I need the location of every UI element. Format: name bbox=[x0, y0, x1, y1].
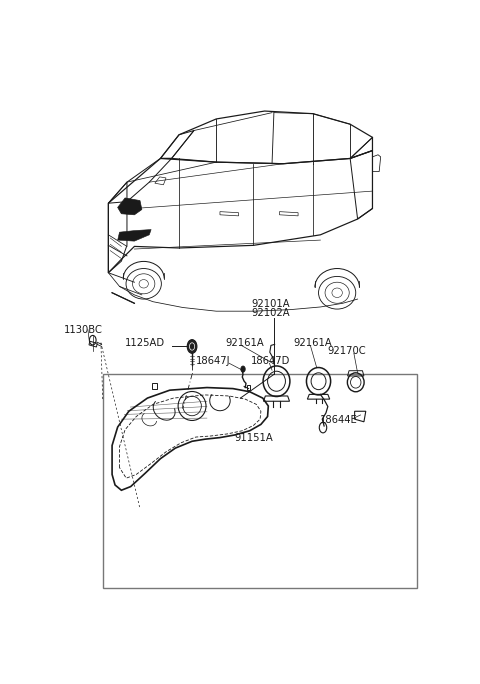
Text: 92161A: 92161A bbox=[294, 338, 332, 347]
Polygon shape bbox=[118, 230, 151, 241]
Polygon shape bbox=[118, 198, 142, 215]
Text: 1130BC: 1130BC bbox=[64, 325, 103, 334]
Text: 92161A: 92161A bbox=[226, 338, 264, 347]
Text: 91151A: 91151A bbox=[234, 432, 273, 443]
Circle shape bbox=[187, 340, 197, 354]
Circle shape bbox=[241, 366, 245, 372]
Text: 92101A: 92101A bbox=[252, 300, 290, 309]
Text: 18647D: 18647D bbox=[251, 356, 290, 366]
Text: 92170C: 92170C bbox=[328, 345, 366, 356]
Text: 1125AD: 1125AD bbox=[125, 338, 165, 347]
Text: 18647J: 18647J bbox=[196, 356, 230, 366]
Text: 18644E: 18644E bbox=[320, 415, 358, 425]
Text: 92102A: 92102A bbox=[252, 308, 290, 318]
Bar bbox=[103, 374, 417, 588]
